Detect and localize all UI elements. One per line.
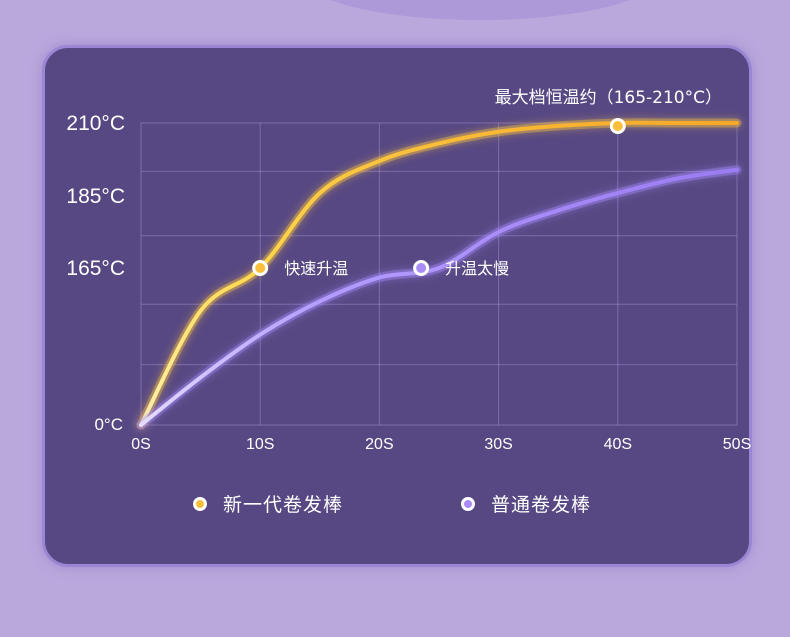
x-tick-label: 10S: [246, 436, 274, 453]
annotation-label: 快速升温: [284, 259, 348, 278]
chart-card: [42, 45, 752, 567]
legend-item-new: 新一代卷发棒: [193, 490, 343, 517]
annotation-marker: [612, 121, 623, 131]
x-tick-label: 0S: [131, 436, 151, 453]
legend-label-new: 新一代卷发棒: [223, 494, 344, 516]
legend-marker-new: [193, 496, 207, 511]
legend-item-normal: 普通卷发棒: [461, 490, 591, 517]
annotation-label: 升温太慢: [445, 259, 509, 278]
x-tick-label: 40S: [604, 436, 632, 453]
annotation-marker: [416, 263, 427, 273]
x-tick-label: 20S: [365, 436, 393, 453]
x-tick-label: 50S: [723, 436, 751, 453]
series-line-normal: [139, 167, 739, 427]
legend: 新一代卷发棒 普通卷发棒: [0, 490, 790, 524]
annotation-label: 最大档恒温约（165-210°C）: [495, 88, 722, 108]
legend-label-normal: 普通卷发棒: [491, 494, 592, 516]
series-line-glow: [136, 118, 742, 430]
y-tick-label: 165°C: [66, 257, 125, 280]
y-tick-label: 0°C: [94, 415, 123, 434]
x-tick-label: 30S: [484, 436, 512, 453]
y-tick-label: 210°C: [66, 112, 125, 135]
annotation-marker: [255, 263, 266, 273]
plot-frame: [140, 122, 738, 426]
series-line-new: [139, 120, 739, 427]
series-line-glow: [136, 165, 742, 430]
y-tick-label: 185°C: [66, 185, 125, 208]
legend-marker-normal: [461, 496, 475, 511]
